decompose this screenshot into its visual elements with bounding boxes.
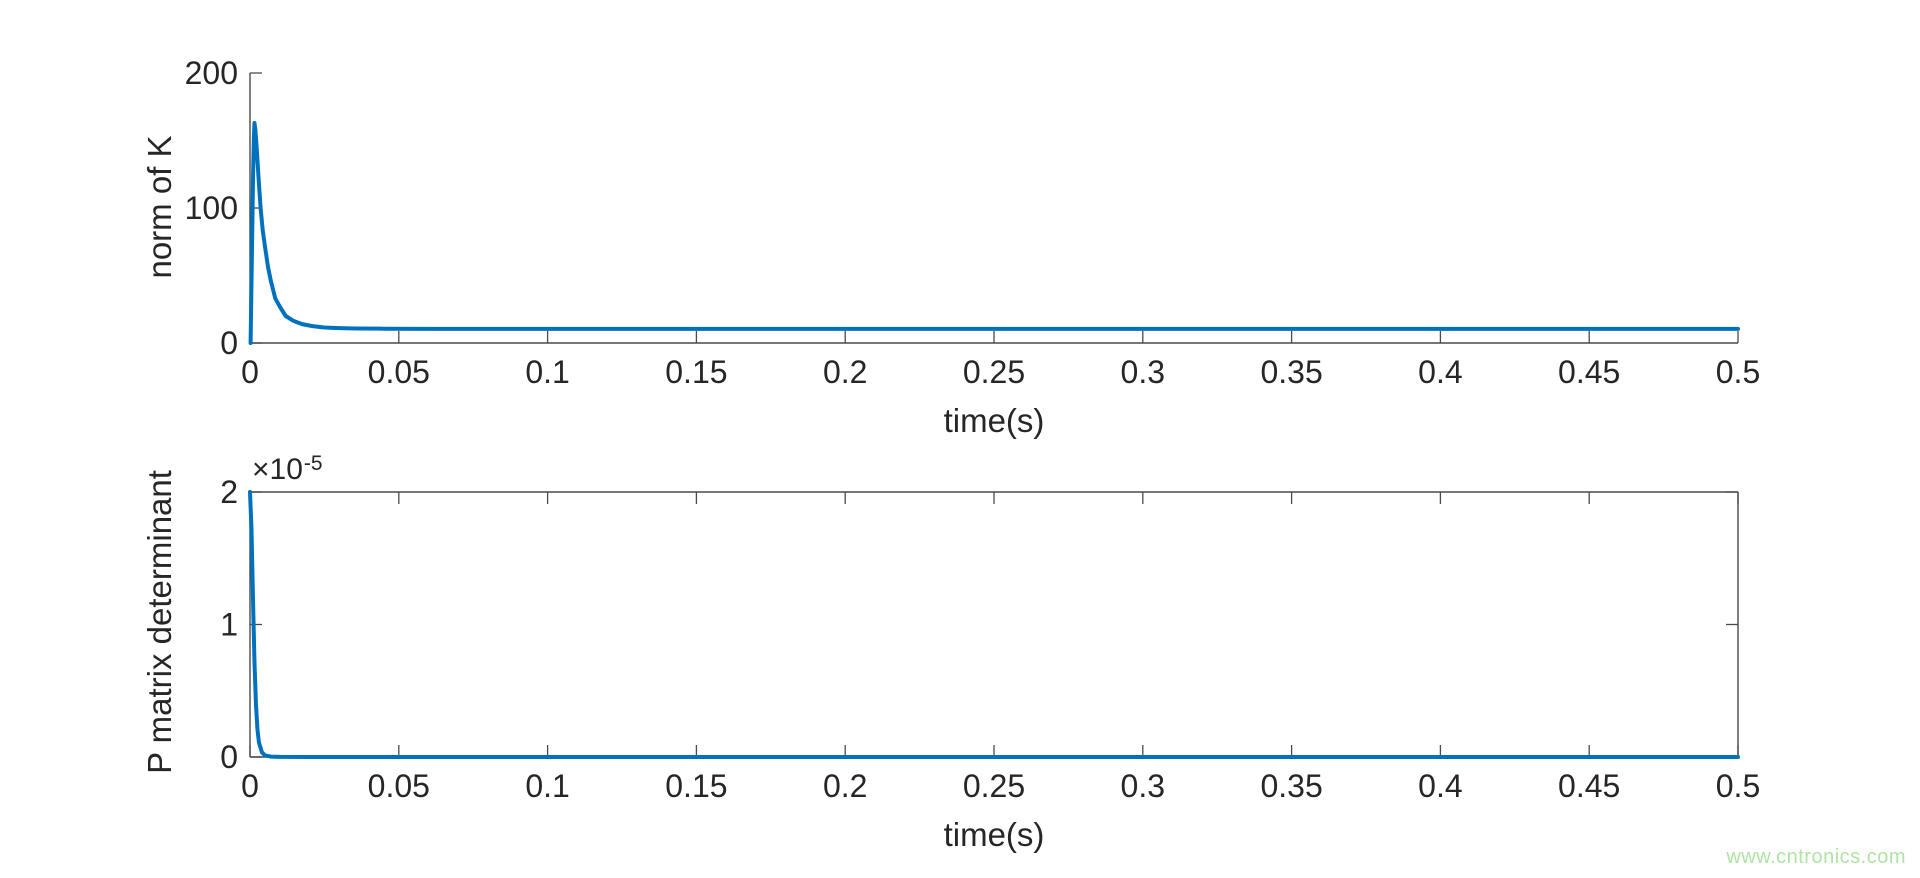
top-plot-ylabel: norm of K [141,135,178,279]
bottom-plot-ylabel: P matrix determinant [141,470,178,774]
bottom-plot-x-tick-label: 0.25 [963,768,1025,804]
top-plot-x-tick-label: 0.15 [665,354,727,390]
bottom-plot-x-tick-label: 0.45 [1558,768,1620,804]
top-plot-y-tick-label: 0 [220,325,238,361]
watermark-text: www.cntronics.com [1726,846,1906,868]
top-plot-y-tick-label: 200 [185,55,238,91]
top-plot-x-tick-label: 0.1 [525,354,569,390]
bottom-plot-x-tick-label: 0.3 [1121,768,1165,804]
bottom-plot-x-tick-label: 0.5 [1716,768,1760,804]
bottom-plot-data-line [248,490,1740,759]
bottom-plot-x-tick-label: 0 [241,768,259,804]
bottom-plot-y-tick-label: 0 [220,739,238,775]
bottom-plot-x-tick-label: 0.05 [368,768,430,804]
exponent-power: -5 [303,452,323,475]
bottom-plot-y-tick-label: 2 [220,474,238,510]
bottom-plot-x-tick-label: 0.15 [665,768,727,804]
bottom-plot-x-tick-label: 0.2 [823,768,867,804]
top-plot-x-tick-label: 0.5 [1716,354,1760,390]
y-axis-exponent-label: ×10-5 [252,450,323,487]
top-plot-x-tick-label: 0.45 [1558,354,1620,390]
top-plot-x-tick-label: 0.25 [963,354,1025,390]
top-plot-y-tick-label: 100 [185,190,238,226]
top-plot-x-tick-label: 0.3 [1121,354,1165,390]
top-plot-x-tick-label: 0.2 [823,354,867,390]
top-plot-data-line [248,120,1740,345]
top-plot-xlabel: time(s) [943,402,1045,439]
bottom-plot-x-tick-label: 0.1 [525,768,569,804]
bottom-plot-xlabel: time(s) [943,816,1045,853]
exponent-mantissa: ×10 [252,453,303,486]
top-plot-x-tick-label: 0.35 [1260,354,1322,390]
bottom-plot-x-tick-label: 0.35 [1260,768,1322,804]
bottom-plot-x-tick-label: 0.4 [1418,768,1462,804]
bottom-plot-y-tick-label: 1 [220,607,238,643]
top-plot-x-tick-label: 0.4 [1418,354,1462,390]
top-plot-x-tick-label: 0 [241,354,259,390]
top-plot-x-tick-label: 0.05 [368,354,430,390]
